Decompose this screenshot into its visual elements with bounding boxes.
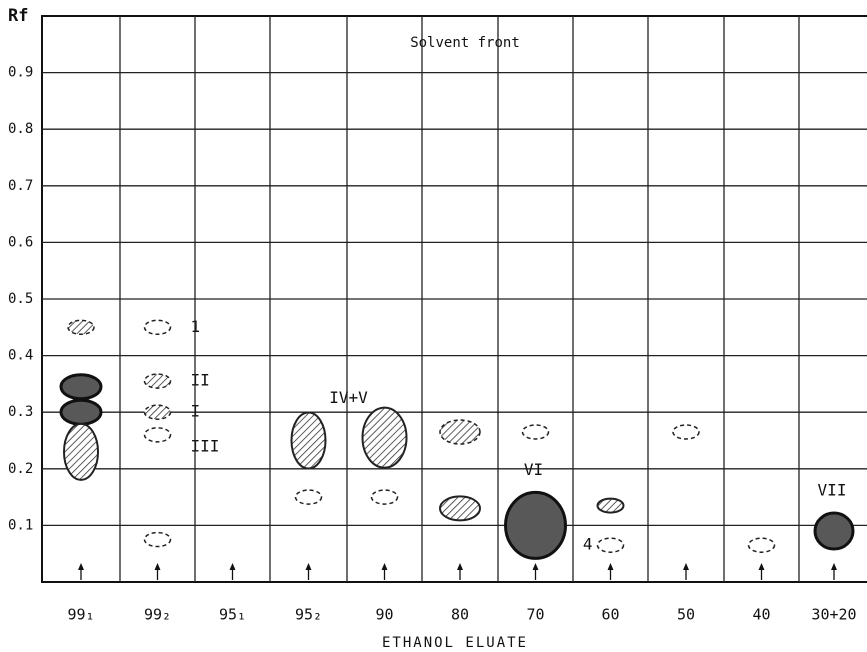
- spot: [143, 373, 172, 389]
- x-tick-label: 99₁: [67, 606, 94, 624]
- solvent-front: Solvent front: [410, 35, 520, 51]
- y-axis-title: Rf: [8, 6, 28, 26]
- spot: [290, 411, 327, 470]
- y-tick-label: 0.4: [8, 348, 33, 364]
- origin-arrow-head: [532, 563, 539, 570]
- y-tick-label: 0.5: [8, 291, 33, 307]
- x-tick-label: 95₁: [219, 606, 246, 624]
- y-tick-label: 0.2: [8, 461, 33, 477]
- origin-arrow-head: [607, 563, 614, 570]
- spot: [59, 373, 103, 401]
- spot-label: IV+V: [329, 388, 368, 407]
- x-tick-label: 90: [375, 606, 393, 624]
- origin-arrow-head: [758, 563, 765, 570]
- spot: [294, 489, 323, 505]
- spot: [59, 398, 103, 426]
- x-tick-label: 99₂: [144, 606, 171, 624]
- spot: [504, 490, 567, 560]
- spot: [521, 424, 550, 440]
- spot-label: 4: [583, 535, 593, 554]
- origin-arrow-head: [154, 563, 161, 570]
- origin-arrow-head: [229, 563, 236, 570]
- spot: [143, 531, 172, 548]
- x-tick-label: 70: [526, 606, 544, 624]
- spot-label: III: [191, 436, 220, 455]
- x-tick-label: 60: [601, 606, 619, 624]
- spot: [370, 489, 399, 505]
- x-tick-label: 50: [677, 606, 695, 624]
- spot-label: VI: [524, 460, 543, 479]
- spot: [439, 495, 481, 522]
- x-tick-label: 95₂: [295, 606, 322, 624]
- x-tick-label: 80: [451, 606, 469, 624]
- spot: [672, 424, 700, 440]
- spot: [596, 497, 625, 514]
- origin-arrow-head: [831, 563, 837, 570]
- x-axis-title: ETHANOL ELUATE: [382, 635, 528, 651]
- origin-arrow-head: [305, 563, 312, 570]
- spot: [361, 406, 408, 469]
- x-tick-label: 40: [752, 606, 770, 624]
- origin-arrow-head: [78, 563, 84, 570]
- y-tick-label: 0.3: [8, 404, 33, 420]
- origin-arrow-head: [381, 563, 388, 570]
- spot: [813, 511, 855, 551]
- spot: [143, 404, 172, 420]
- spot-label: II: [191, 371, 210, 390]
- x-tick-label: 30+20: [811, 606, 856, 624]
- spot: [439, 419, 481, 445]
- spot: [143, 319, 172, 336]
- y-tick-label: 0.6: [8, 234, 33, 250]
- spot: [143, 427, 172, 443]
- origin-arrow-head: [683, 563, 689, 570]
- y-tick-label: 0.9: [8, 65, 33, 81]
- spot-label: VII: [818, 481, 847, 500]
- y-tick-label: 0.1: [8, 517, 33, 533]
- y-tick-label: 0.8: [8, 121, 33, 137]
- spot: [747, 537, 776, 553]
- spot: [596, 537, 625, 553]
- y-tick-label: 0.7: [8, 178, 33, 194]
- origin-arrow-head: [457, 563, 463, 570]
- plot: 0.10.20.30.40.50.60.70.80.999₁99₂1IIIIII…: [8, 16, 867, 624]
- spot: [63, 422, 99, 481]
- spot: [67, 319, 95, 336]
